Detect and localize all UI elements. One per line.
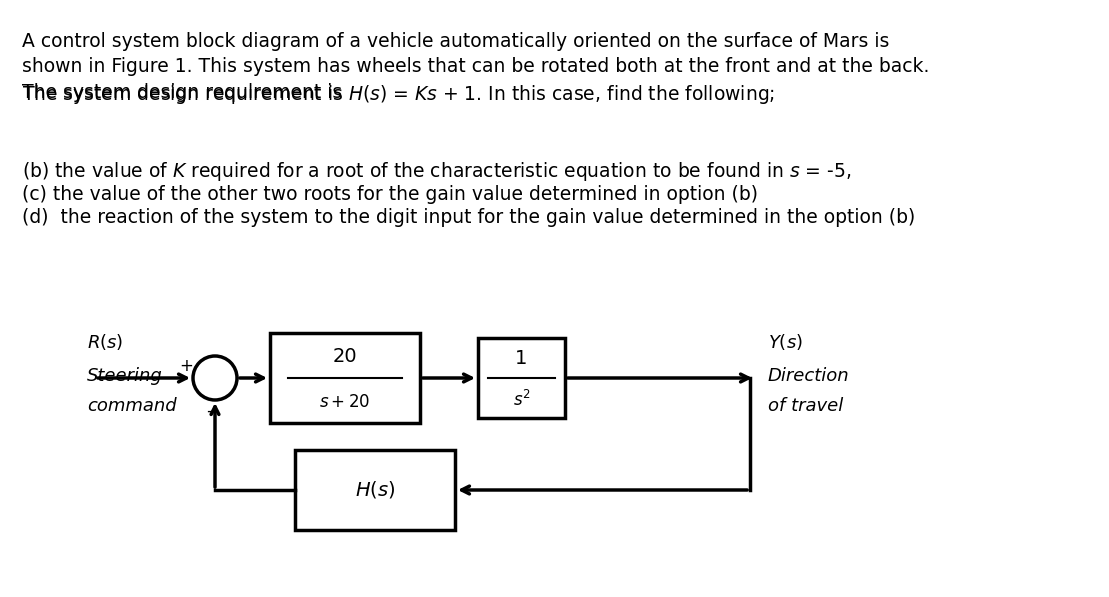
Text: Steering: Steering	[87, 367, 163, 385]
Text: (d)  the reaction of the system to the digit input for the gain value determined: (d) the reaction of the system to the di…	[22, 208, 915, 227]
Text: -: -	[206, 402, 212, 420]
Bar	[295, 450, 455, 530]
Text: (b) the value of $\mathit{K}$ required for a root of the characteristic equation: (b) the value of $\mathit{K}$ required f…	[22, 160, 852, 183]
Text: command: command	[87, 397, 176, 415]
Text: 20: 20	[333, 346, 357, 365]
Text: $s^2$: $s^2$	[512, 390, 530, 410]
Bar	[269, 333, 420, 423]
Text: shown in Figure 1. This system has wheels that can be rotated both at the front : shown in Figure 1. This system has wheel…	[22, 57, 929, 76]
Text: The system design requirement is $\mathit{H(s)}$ = $\mathit{Ks}$ + 1. In this ca: The system design requirement is $\mathi…	[22, 83, 775, 106]
Text: Direction: Direction	[769, 367, 849, 385]
Text: $H(s)$: $H(s)$	[355, 479, 395, 500]
Text: A control system block diagram of a vehicle automatically oriented on the surfac: A control system block diagram of a vehi…	[22, 32, 889, 51]
Text: of travel: of travel	[769, 397, 843, 415]
Text: +: +	[179, 357, 193, 375]
Text: $Y(s)$: $Y(s)$	[769, 332, 803, 352]
Text: (c) the value of the other two roots for the gain value determined in option (b): (c) the value of the other two roots for…	[22, 185, 757, 204]
Text: 1: 1	[516, 349, 528, 368]
Text: $R(s)$: $R(s)$	[87, 332, 123, 352]
Text: $s + 20$: $s + 20$	[319, 393, 370, 411]
Bar	[478, 338, 564, 418]
Text: The system design requirement is: The system design requirement is	[22, 83, 348, 102]
